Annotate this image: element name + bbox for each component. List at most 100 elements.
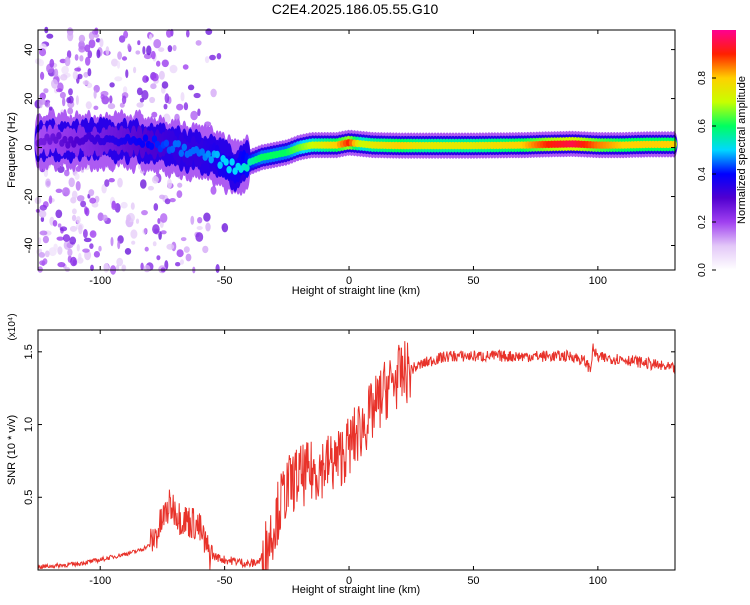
heatmap-noise-cell	[38, 237, 42, 245]
heatmap-noise-cell	[166, 29, 172, 38]
y-tick-label: 0.5	[23, 490, 35, 505]
heatmap-noise-cell	[147, 185, 154, 191]
heatmap-noise-cell	[39, 230, 48, 236]
heatmap-noise-cell	[42, 258, 48, 265]
heatmap-noise-cell	[68, 88, 73, 96]
heatmap-noise-cell	[135, 50, 141, 55]
snr-x-ticks: -100 -50 0 50 100	[89, 330, 607, 587]
heatmap-noise-cell	[62, 234, 71, 242]
heatmap-noise-cell	[216, 53, 222, 60]
heatmap-ridge-cell	[169, 145, 176, 153]
heatmap-ridge-cell	[56, 132, 62, 140]
heatmap-ridge-cell	[223, 158, 229, 166]
heatmap-ridge-cell	[62, 135, 68, 144]
snr-y-axis-label: SNR (10 * v/v)	[6, 415, 18, 485]
heatmap-noise-cell	[62, 187, 70, 197]
heatmap-noise-cell	[79, 55, 84, 62]
heatmap-ridge-cell	[139, 140, 146, 148]
heatmap-noise-cell	[141, 90, 149, 100]
heatmap-noise-cell	[118, 35, 126, 43]
heatmap-noise-cell	[161, 81, 169, 89]
heatmap-noise-cell	[89, 197, 97, 204]
heatmap-noise-cell	[82, 80, 90, 86]
heatmap-noise-cell	[185, 253, 192, 262]
heatmap-noise-cell	[158, 70, 165, 80]
heatmap-noise-cell	[82, 248, 90, 253]
heatmap-noise-cell	[205, 28, 213, 35]
heatmap-noise-cell	[48, 106, 53, 111]
heatmap-noise-cell	[176, 249, 184, 258]
heatmap-noise-cell	[180, 237, 187, 242]
heatmap-noise-cell	[85, 101, 92, 110]
heatmap-noise-cell	[55, 209, 63, 219]
heatmap-noise-cell	[117, 177, 123, 188]
x-tick-label: 100	[589, 275, 607, 287]
heatmap-noise-cell	[160, 230, 167, 235]
heatmap-noise-cell	[164, 198, 171, 205]
heatmap-noise-cell	[103, 263, 109, 273]
heatmap-noise-cell	[127, 43, 131, 51]
heatmap-noise-cell	[150, 50, 156, 60]
heatmap-noise-cell	[157, 218, 161, 224]
colorbar-label: Normalized spectral amplitude	[736, 76, 748, 224]
heatmap-noise-cell	[84, 250, 92, 261]
heatmap-noise-cell	[120, 201, 128, 209]
heatmap-noise-cell	[83, 229, 88, 239]
heatmap-noise-cell	[69, 225, 78, 232]
heatmap-noise-cell	[141, 210, 148, 216]
heatmap-noise-cell	[183, 102, 189, 111]
heatmap-noise-cell	[40, 71, 45, 80]
heatmap-noise-cell	[110, 236, 114, 247]
heatmap-noise-cell	[74, 67, 82, 72]
heatmap-noise-cell	[77, 257, 84, 264]
heatmap-noise-cell	[74, 173, 80, 180]
heatmap-noise-cell	[87, 50, 93, 59]
x-tick-label: 50	[467, 275, 479, 287]
heatmap-noise-cell	[149, 96, 156, 104]
heatmap-noise-cell	[133, 66, 137, 74]
y-tick-label: 1.0	[23, 417, 35, 432]
colorbar-tick-label: 0.4	[697, 167, 708, 181]
heatmap-noise-cell	[38, 210, 47, 218]
heatmap-noise-cell	[67, 248, 73, 257]
heatmap-noise-cell	[69, 236, 77, 245]
heatmap-noise-cell	[153, 39, 162, 49]
heatmap-noise-cell	[57, 262, 66, 268]
colorbar-tick-label: 0.0	[697, 263, 708, 277]
heatmap-noise-cell	[151, 176, 159, 184]
heatmap-noise-cell	[66, 50, 72, 59]
colorbar-tick-label: 0.8	[697, 71, 708, 85]
heatmap-noise-cell	[186, 29, 190, 38]
heatmap-noise-cell	[159, 194, 165, 200]
heatmap-noise-cell	[164, 93, 170, 104]
heatmap-noise-cell	[104, 179, 110, 187]
heatmap-noise-cell	[130, 202, 135, 210]
heatmap-noise-cell	[107, 103, 116, 110]
x-tick-label: -100	[89, 275, 111, 287]
heatmap-noise-cell	[71, 190, 78, 199]
heatmap-noise-cell	[202, 245, 209, 254]
heatmap-noise-cell	[125, 69, 129, 79]
heatmap-noise-cell	[215, 264, 220, 273]
heatmap-noise-cell	[68, 95, 74, 104]
x-tick-label: -100	[89, 575, 111, 587]
heatmap-noise-cell	[180, 259, 184, 265]
heatmap-noise-cell	[99, 38, 104, 48]
heatmap-noise-cell	[83, 71, 89, 78]
heatmap-noise-cell	[176, 103, 184, 111]
heatmap-noise-cell	[142, 75, 149, 83]
heatmap-noise-cell	[126, 214, 131, 222]
heatmap-noise-cell	[182, 64, 189, 70]
heatmap-ridge-cell	[151, 135, 158, 143]
heatmap-noise-cell	[140, 262, 144, 271]
heatmap-ridge-cell	[226, 166, 232, 174]
heatmap-noise-cell	[87, 68, 92, 77]
heatmap-noise-cell	[39, 204, 47, 211]
heatmap-noise-cell	[183, 246, 190, 253]
heatmap-noise-cell	[142, 46, 146, 55]
heatmap-noise-cell	[89, 243, 94, 250]
heatmap-noise-cell	[169, 64, 178, 74]
heatmap-noise-cell	[44, 250, 50, 258]
heatmap-noise-cell	[137, 40, 141, 46]
heatmap-noise-cell	[75, 181, 81, 191]
